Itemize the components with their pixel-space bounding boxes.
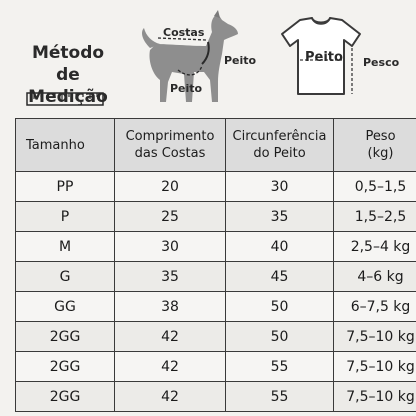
weight-cell: 7,5–10 kg [333, 351, 416, 382]
chest-girth-cell: 35 [225, 201, 334, 232]
size-cell: GG [15, 291, 115, 322]
chest-girth-cell: 45 [225, 261, 334, 292]
table-header-row: Tamanho Comprimento das Costas Circunferê… [15, 118, 416, 172]
dog-illustration [142, 10, 238, 102]
size-cell: 2GG [15, 381, 115, 412]
table-row: 2GG 42 50 7,5–10 kg [15, 321, 416, 352]
weight-cell: 7,5–10 kg [333, 321, 416, 352]
chest-girth-cell: 30 [225, 171, 334, 202]
weight-cell: 2,5–4 kg [333, 231, 416, 262]
back-length-cell: 35 [114, 261, 226, 292]
table-row: PP 20 30 0,5–1,5 [15, 171, 416, 202]
chest-girth-cell: 55 [225, 351, 334, 382]
column-header-weight: Peso (kg) [333, 118, 416, 172]
back-length-cell: 42 [114, 321, 226, 352]
shirt-weight-label: Pesco [363, 56, 400, 69]
weight-cell: 7,5–10 kg [333, 381, 416, 412]
chest-girth-cell: 40 [225, 231, 334, 262]
weight-cell: 6–7,5 kg [333, 291, 416, 322]
size-cell: 2GG [15, 321, 115, 352]
dog-back-label: Costas [163, 26, 205, 39]
back-length-cell: 25 [114, 201, 226, 232]
size-cell: G [15, 261, 115, 292]
back-length-cell: 38 [114, 291, 226, 322]
measurement-header: Método de Medição Costas Peito Peito Pei… [0, 0, 416, 118]
table-row: P 25 35 1,5–2,5 [15, 201, 416, 232]
method-title: Método de Medição [28, 43, 108, 107]
table-row: 2GG 42 55 7,5–10 kg [15, 351, 416, 382]
table-row: G 35 45 4–6 kg [15, 261, 416, 292]
back-length-cell: 30 [114, 231, 226, 262]
table-row: GG 38 50 6–7,5 kg [15, 291, 416, 322]
table-row: 2GG 42 55 7,5–10 kg [15, 381, 416, 412]
size-cell: P [15, 201, 115, 232]
size-cell: PP [15, 171, 115, 202]
ruler-icon [26, 92, 104, 106]
weight-cell: 4–6 kg [333, 261, 416, 292]
shirt-chest-label: Peito [305, 50, 343, 65]
tshirt-illustration [281, 17, 361, 95]
column-header-back-length: Comprimento das Costas [114, 118, 226, 172]
weight-cell: 1,5–2,5 [333, 201, 416, 232]
chest-girth-cell: 50 [225, 291, 334, 322]
back-length-cell: 42 [114, 381, 226, 412]
size-table-container: Tamanho Comprimento das Costas Circunferê… [15, 118, 416, 412]
dog-chest-label: Peito [224, 54, 257, 67]
size-cell: 2GG [15, 351, 115, 382]
dog-chest-bottom-label: Peito [170, 82, 203, 95]
back-length-cell: 20 [114, 171, 226, 202]
chest-girth-cell: 55 [225, 381, 334, 412]
column-header-chest-girth: Circunferência do Peito [225, 118, 334, 172]
size-table: Tamanho Comprimento das Costas Circunferê… [15, 118, 416, 412]
table-row: M 30 40 2,5–4 kg [15, 231, 416, 262]
size-cell: M [15, 231, 115, 262]
back-length-cell: 42 [114, 351, 226, 382]
weight-cell: 0,5–1,5 [333, 171, 416, 202]
chest-girth-cell: 50 [225, 321, 334, 352]
column-header-size: Tamanho [15, 118, 115, 172]
